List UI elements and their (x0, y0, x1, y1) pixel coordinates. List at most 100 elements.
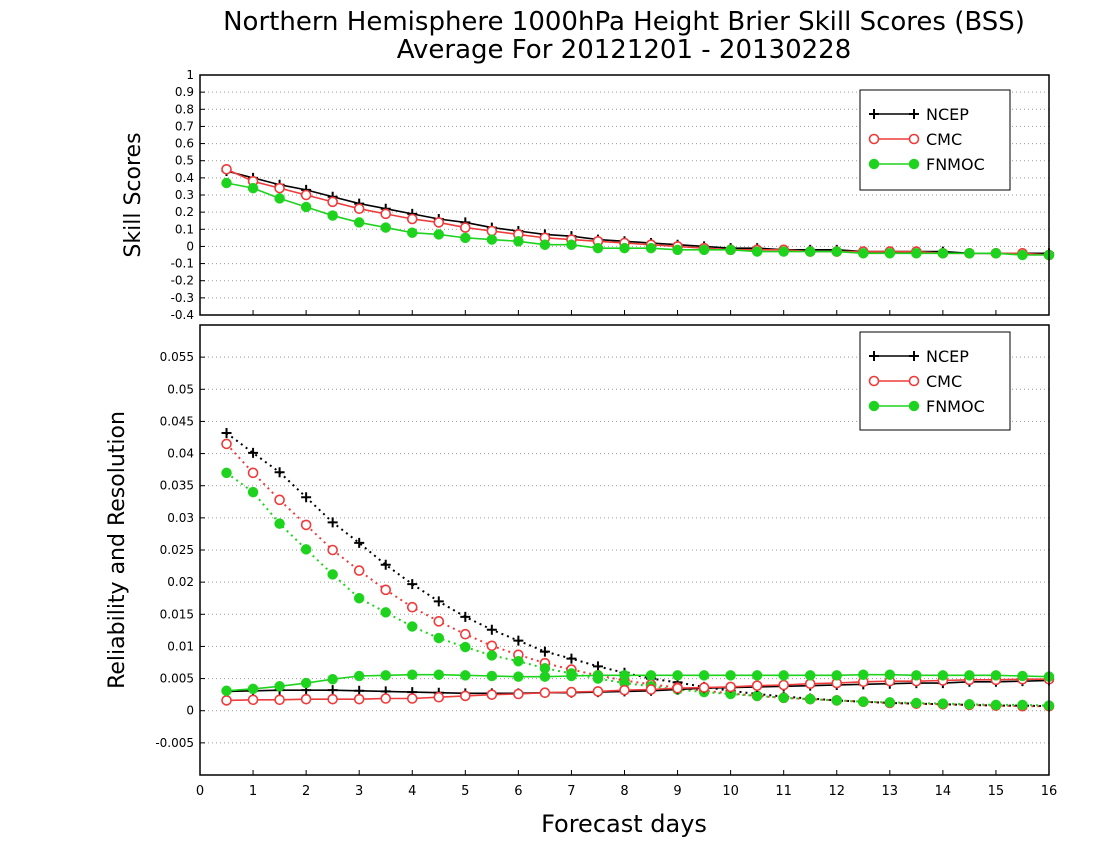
data-point (725, 670, 736, 681)
data-point (778, 246, 789, 257)
data-point (380, 222, 391, 233)
y-tick-label: 0.02 (167, 575, 194, 589)
data-point (300, 677, 312, 689)
data-point (407, 669, 418, 680)
data-point (460, 611, 471, 622)
y-tick-label: 0.045 (160, 414, 194, 428)
data-point (486, 650, 498, 661)
data-point (619, 670, 630, 681)
data-point (327, 685, 338, 696)
y-tick-label: 0.2 (175, 205, 194, 219)
x-tick-label: 2 (302, 784, 310, 799)
legend: NCEP CMC FNMOC (859, 331, 1011, 431)
data-point (380, 607, 391, 618)
y-tick-label: 0.8 (175, 102, 194, 116)
data-point (1017, 249, 1028, 261)
x-tick-label: 0 (196, 784, 204, 799)
data-point (460, 628, 471, 640)
data-point (592, 661, 603, 672)
data-point (221, 177, 232, 189)
legend-marker (908, 400, 920, 412)
y-tick-label: 0.7 (175, 119, 194, 133)
data-point (513, 635, 524, 646)
y-tick-label: 0.01 (167, 639, 194, 653)
data-point (990, 670, 1002, 681)
data-point (460, 670, 471, 681)
data-point (513, 236, 524, 247)
y-tick-label: 0.5 (175, 154, 194, 168)
y-tick-label: 0.1 (175, 222, 194, 236)
series-fnmoc-reliability (221, 669, 1055, 697)
x-tick-label: 13 (882, 784, 899, 799)
data-point (645, 684, 657, 695)
data-point (221, 428, 232, 438)
data-point (1017, 670, 1028, 682)
data-point (221, 163, 232, 175)
legend-label: NCEP (926, 105, 969, 124)
data-point (301, 492, 312, 503)
data-point (539, 687, 551, 699)
x-tick-label: 16 (1041, 784, 1058, 799)
data-point (460, 690, 471, 702)
data-point (513, 688, 524, 700)
data-point (858, 248, 869, 259)
data-point (566, 653, 577, 664)
data-point (486, 670, 498, 682)
data-point (778, 679, 789, 691)
data-point (407, 579, 418, 590)
data-point (698, 682, 710, 693)
data-point (433, 217, 445, 228)
data-point (751, 670, 763, 681)
legend-label: NCEP (926, 347, 969, 366)
data-point (672, 682, 683, 694)
data-point (672, 244, 683, 256)
data-point (433, 229, 445, 240)
data-point (300, 544, 312, 555)
x-tick-label: 15 (988, 784, 1005, 799)
y-tick-label: 0.04 (167, 447, 194, 461)
data-point (804, 246, 816, 257)
data-point (380, 208, 392, 220)
y-tick-label: -0.2 (171, 274, 194, 288)
chart-title: Northern Hemisphere 1000hPa Height Brier… (223, 7, 1025, 37)
data-point (353, 565, 365, 576)
legend-label: CMC (926, 130, 962, 149)
y-tick-label: -0.005 (155, 736, 194, 750)
data-point (937, 670, 949, 681)
data-point (274, 182, 285, 194)
data-point (698, 244, 710, 256)
data-point (672, 670, 683, 681)
data-point (911, 248, 922, 259)
data-point (300, 189, 312, 201)
data-point (380, 559, 391, 570)
legend-marker (909, 109, 919, 119)
y-tick-label: 0.035 (160, 479, 194, 493)
series-fnmoc-resolution (221, 467, 1055, 711)
data-point (486, 234, 498, 245)
data-point (380, 584, 392, 596)
data-point (353, 670, 365, 682)
skill-scores-y-axis-label: Skill Scores (121, 132, 146, 257)
x-tick-label: 12 (828, 784, 845, 799)
data-point (937, 248, 949, 259)
legend-label: CMC (926, 372, 962, 391)
data-point (539, 671, 551, 682)
data-point (274, 467, 285, 478)
y-tick-label: 1 (186, 68, 194, 82)
data-point (433, 669, 445, 680)
data-point (247, 182, 259, 194)
data-point (831, 246, 842, 257)
data-point (327, 544, 338, 556)
data-point (566, 239, 577, 250)
data-point (354, 537, 365, 548)
series-cmc-resolution (221, 438, 1055, 712)
data-point (858, 696, 869, 707)
data-point (247, 486, 259, 498)
legend-marker (908, 158, 920, 170)
data-point (353, 217, 365, 228)
data-point (248, 447, 259, 458)
x-tick-label: 6 (514, 784, 522, 799)
data-point (486, 225, 498, 237)
series-fnmoc (221, 177, 1055, 261)
